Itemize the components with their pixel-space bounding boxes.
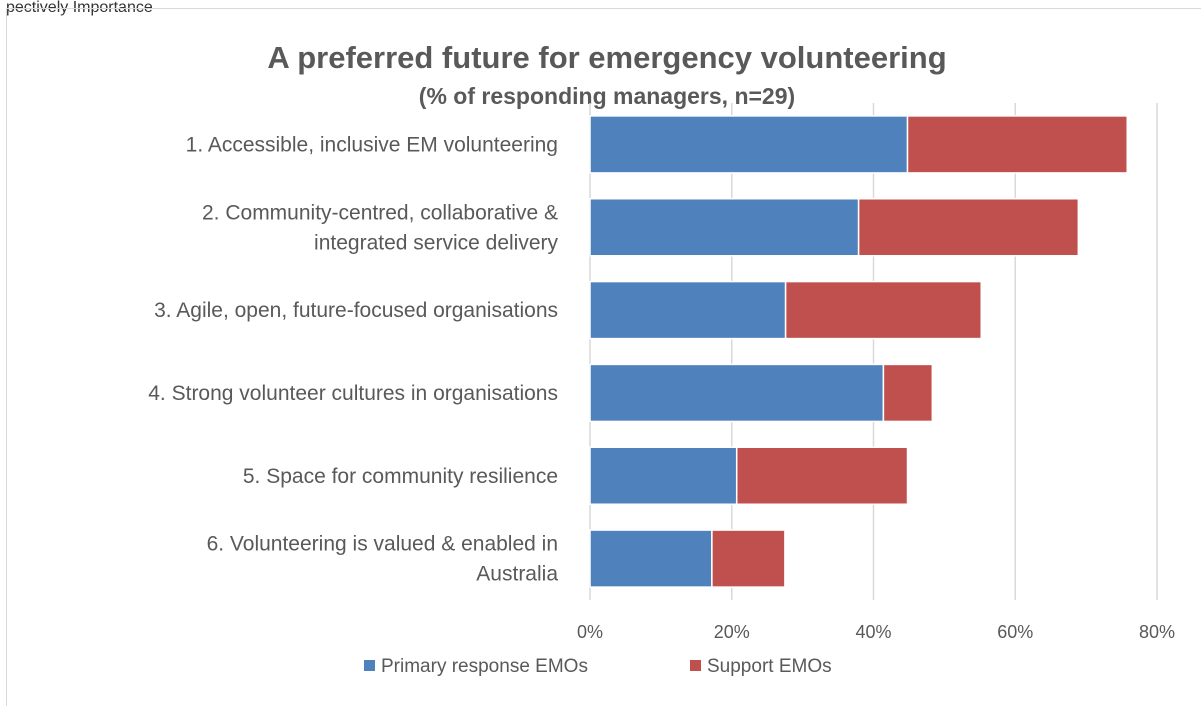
category-label: 6. Volunteering is valued & enabled in Au… [207, 533, 559, 586]
legend-label: Support EMOs [707, 656, 832, 677]
legend-swatch [690, 660, 701, 671]
category-label: 5. Space for community resilience [243, 465, 558, 488]
bar-primary-2 [589, 198, 860, 257]
category-label: 3. Agile, open, future-focused organisat… [154, 299, 558, 322]
x-tick-label: 40% [855, 622, 891, 642]
bars [589, 115, 1128, 588]
legend-swatch [364, 660, 375, 671]
x-tick-label: 60% [997, 622, 1033, 642]
x-tick-label: 20% [714, 622, 750, 642]
x-tick-labels: 0% 20% 40% 60% 80% [577, 622, 1175, 642]
bar-support-3 [784, 280, 982, 340]
chart-title: A preferred future for emergency volunte… [267, 40, 946, 75]
bar-primary-3 [589, 280, 787, 340]
bar-support-4 [882, 363, 934, 423]
category-label: 1. Accessible, inclusive EM volunteering [186, 133, 558, 156]
bar-support-1 [906, 115, 1128, 174]
category-label: 4. Strong volunteer cultures in organisa… [148, 382, 558, 405]
bar-primary-4 [589, 363, 885, 423]
category-label: 2. Community-centred, collaborative & int… [202, 201, 558, 254]
bar-support-2 [857, 198, 1080, 257]
category-labels: 1. Accessible, inclusive EM volunteering… [148, 133, 558, 585]
bar-primary-1 [589, 115, 909, 174]
legend: Primary response EMOs Support EMOs [364, 656, 832, 677]
bar-support-6 [711, 529, 786, 588]
bar-support-5 [735, 446, 909, 505]
bar-primary-5 [589, 446, 738, 505]
legend-label: Primary response EMOs [381, 656, 588, 677]
bar-primary-6 [589, 529, 713, 588]
x-tick-label: 0% [577, 622, 603, 642]
gridlines [589, 103, 1158, 600]
chart-subtitle: (% of responding managers, n=29) [419, 83, 795, 109]
x-tick-label: 80% [1139, 622, 1175, 642]
chart-frame [6, 8, 1201, 706]
